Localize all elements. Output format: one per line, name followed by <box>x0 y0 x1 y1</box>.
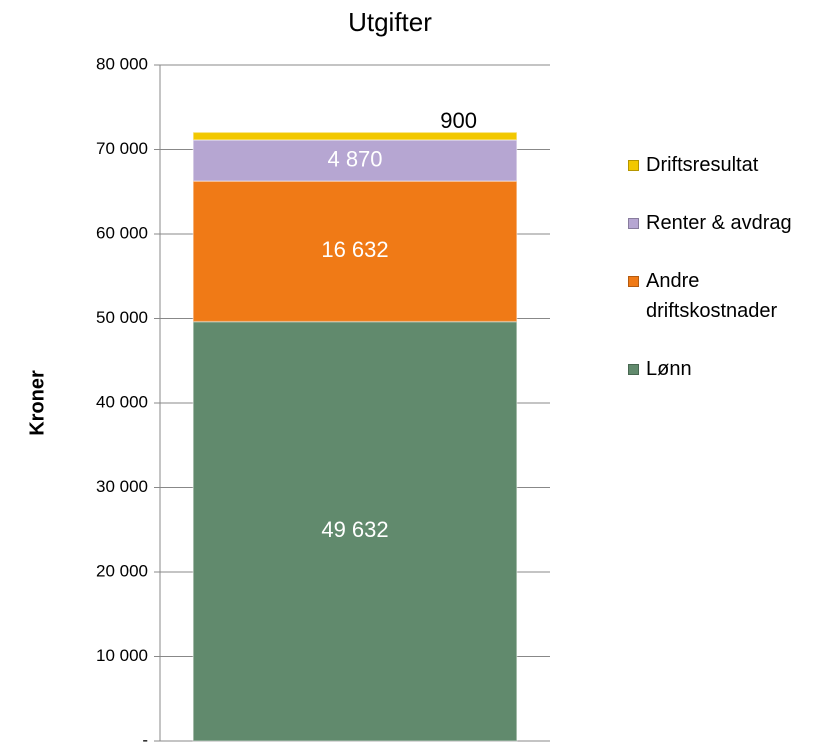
bar-segment <box>192 131 518 141</box>
legend-item: Andre driftskostnader <box>628 266 833 326</box>
legend-swatch <box>628 364 639 375</box>
y-axis-label: Kroner <box>26 370 48 436</box>
data-label: 900 <box>440 108 477 133</box>
bar-segment <box>192 180 518 323</box>
legend-label: Andre driftskostnader <box>646 270 778 322</box>
legend-item: Lønn <box>628 354 833 384</box>
data-label: 16 632 <box>321 237 388 262</box>
bar-segment <box>192 320 518 742</box>
y-tick-label: 60 000 <box>96 223 148 242</box>
legend-item: Driftsresultat <box>628 150 833 180</box>
legend-label: Renter & avdrag <box>646 212 792 234</box>
data-label: 4 870 <box>327 146 382 171</box>
legend-item: Renter & avdrag <box>628 208 833 238</box>
chart-title: Utgifter <box>348 7 432 37</box>
legend-swatch <box>628 276 639 287</box>
y-tick-label: 20 000 <box>96 561 148 580</box>
y-tick-label: 50 000 <box>96 308 148 327</box>
y-tick-label: - <box>142 730 148 748</box>
legend-label: Lønn <box>646 358 692 380</box>
data-label: 49 632 <box>321 517 388 542</box>
y-tick-label: 30 000 <box>96 477 148 496</box>
y-tick-label: 80 000 <box>96 54 148 73</box>
y-tick-label: 70 000 <box>96 139 148 158</box>
legend: Driftsresultat Renter & avdrag Andre drift… <box>628 150 833 412</box>
legend-swatch <box>628 218 639 229</box>
y-tick-label: 40 000 <box>96 392 148 411</box>
y-tick-label: 10 000 <box>96 646 148 665</box>
legend-label: Driftsresultat <box>646 154 759 176</box>
legend-swatch <box>628 160 639 171</box>
